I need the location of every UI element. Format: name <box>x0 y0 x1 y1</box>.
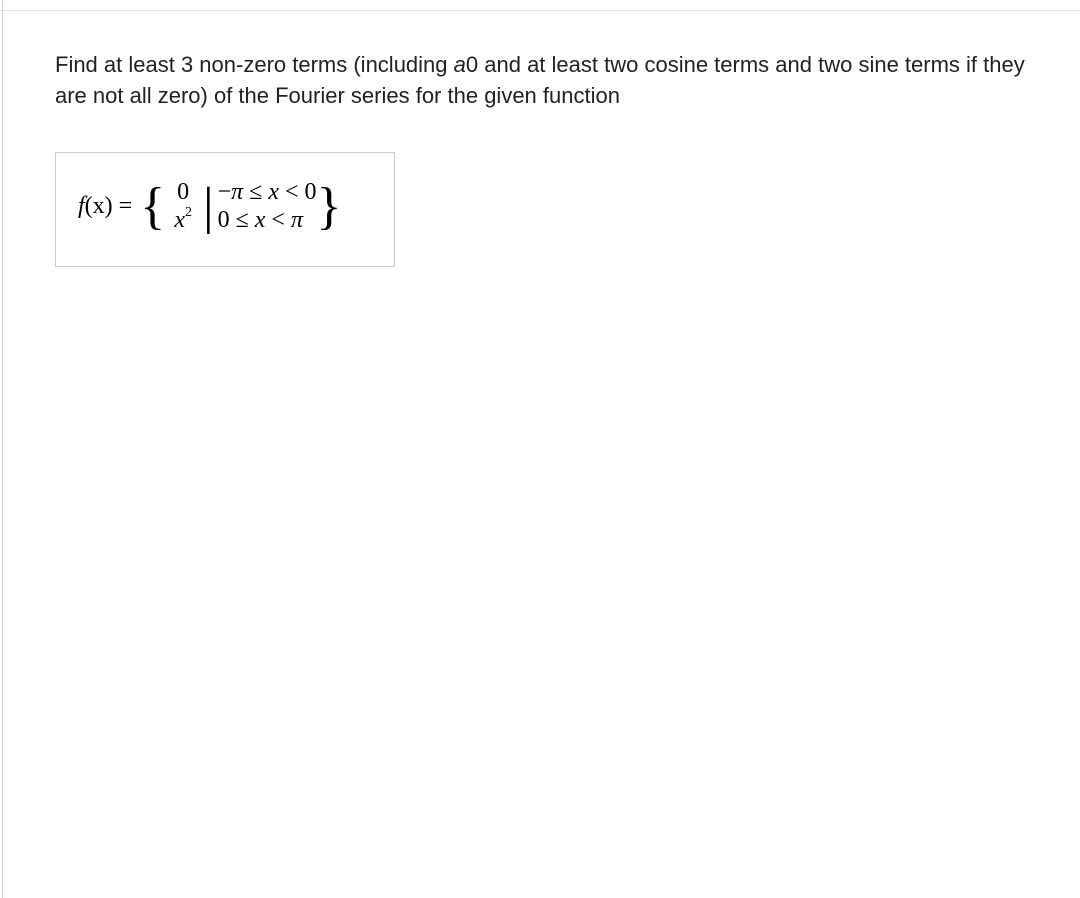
a0-subscript: 0 <box>466 52 478 77</box>
problem-statement: Find at least 3 non-zero terms (includin… <box>55 50 1025 112</box>
piecewise-values: 0 x2 <box>167 178 199 236</box>
cond2-x: x <box>255 207 266 233</box>
piecewise-conditions: −π ≤ x < 0 0 ≤ x < π <box>218 178 317 236</box>
cond2-lt: < <box>265 207 291 233</box>
func-arg: (x) <box>85 193 113 219</box>
right-brace: } <box>317 186 342 228</box>
equation-box: f(x) = { 0 x2 | −π ≤ x < 0 0 <box>55 152 395 267</box>
cond1-x: x <box>268 179 279 205</box>
condition-1: −π ≤ x < 0 <box>218 178 317 207</box>
cond1-lt: < <box>279 179 305 205</box>
piece2-base: x <box>174 207 185 233</box>
top-divider <box>0 10 1080 11</box>
cond1-minus: − <box>218 179 232 205</box>
func-f: f <box>78 193 85 219</box>
piece2-value: x2 <box>167 206 199 235</box>
a0-symbol: a <box>454 52 466 77</box>
brace-content: { 0 x2 | −π ≤ x < 0 0 ≤ x < π <box>140 178 341 236</box>
cond2-pi: π <box>291 207 303 233</box>
problem-text-1: Find at least 3 non-zero terms (includin… <box>55 52 454 77</box>
cond2-leq: ≤ <box>230 207 255 233</box>
equals-sign: = <box>113 193 133 219</box>
condition-2: 0 ≤ x < π <box>218 206 317 235</box>
piece1-value: 0 <box>167 178 199 207</box>
cond1-leq: ≤ <box>243 179 268 205</box>
cond1-zero: 0 <box>305 179 317 205</box>
left-brace: { <box>140 186 165 228</box>
cond1-pi: π <box>231 179 243 205</box>
equation-lhs: f(x) = <box>78 193 132 220</box>
vertical-bar: | <box>203 186 213 228</box>
piece-row-1: 0 <box>167 178 199 207</box>
piece2-exponent: 2 <box>185 205 192 220</box>
left-border <box>2 0 3 898</box>
piecewise-equation: f(x) = { 0 x2 | −π ≤ x < 0 0 <box>78 178 372 236</box>
cond2-zero: 0 <box>218 207 230 233</box>
piece-row-2: x2 <box>167 206 199 235</box>
